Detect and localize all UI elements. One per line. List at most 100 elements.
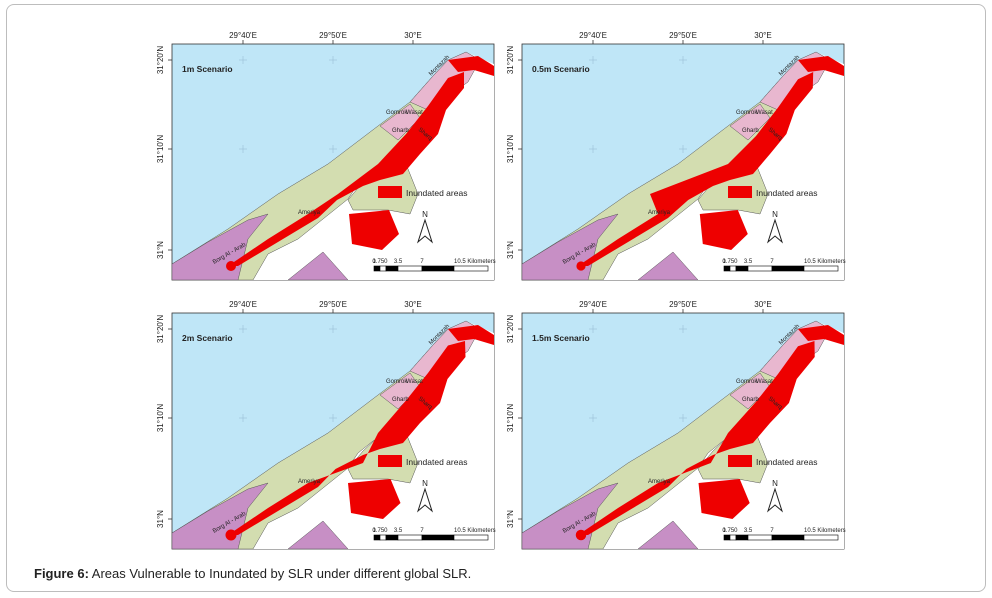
- scale-label: 0: [722, 259, 726, 265]
- district-borg: [172, 482, 269, 549]
- scale-label: 10.5 Kilometers: [804, 528, 846, 534]
- scale-label: 0: [722, 528, 726, 534]
- lat-label: 31°20'N: [506, 315, 515, 344]
- lat-label: 31°20'N: [156, 46, 165, 75]
- lat-label: 31°10'N: [506, 404, 515, 433]
- place-label: Gomrok: [386, 110, 408, 116]
- scale-bar: [373, 265, 489, 272]
- district-south: [637, 520, 699, 549]
- scale-label: 1.750: [372, 259, 388, 265]
- graticule: [239, 56, 337, 153]
- place-label: Gharb: [392, 397, 409, 403]
- north-arrow-icon: [416, 218, 434, 244]
- lat-label: 31°N: [506, 241, 515, 259]
- map-panel: 29°40'E 29°50'E 30°E 31°20'N 31°10'N 31°N 2m S…: [148, 283, 498, 552]
- legend-swatch: [728, 455, 752, 467]
- place-label: Gomrok: [736, 379, 758, 385]
- north-label: N: [422, 479, 428, 488]
- caption-text: Areas Vulnerable to Inundated by SLR und…: [88, 566, 472, 581]
- north-label: N: [422, 210, 428, 219]
- lat-label: 31°10'N: [156, 404, 165, 433]
- inundated-east: [798, 56, 844, 76]
- north-label: N: [772, 479, 778, 488]
- inundated-layer: [226, 56, 494, 271]
- district-south: [637, 251, 699, 280]
- place-label: Gharb: [742, 128, 759, 134]
- inundated-south: [348, 479, 401, 519]
- scale-label: 3.5: [394, 259, 403, 265]
- district-borg: [522, 213, 619, 280]
- place-label: Gomrok: [736, 110, 758, 116]
- legend-swatch: [378, 186, 402, 198]
- scenario-title: 2m Scenario: [182, 333, 233, 343]
- district-south: [287, 520, 349, 549]
- inundated-east: [448, 56, 494, 76]
- graticule: [239, 325, 337, 422]
- district-borg: [172, 213, 269, 280]
- legend-swatch: [378, 455, 402, 467]
- place-label: Ameriya: [298, 479, 321, 485]
- lat-label: 31°10'N: [506, 135, 515, 164]
- lon-label: 29°50'E: [319, 31, 347, 40]
- inundated-south: [699, 210, 748, 250]
- inundated-borg: [226, 261, 236, 271]
- map-panel: 29°40'E 29°50'E 30°E 31°20'N 31°10'N 31°N 1.5m…: [498, 283, 848, 552]
- north-arrow-icon: [416, 487, 434, 513]
- scale-label: 7: [420, 528, 424, 534]
- scale-bar: [723, 265, 839, 272]
- north-label: N: [772, 210, 778, 219]
- inundated-south: [349, 210, 399, 250]
- inundated-coastal: [228, 72, 464, 266]
- district-south: [287, 251, 349, 280]
- place-label: Ameriya: [648, 210, 671, 216]
- scenario-title: 1.5m Scenario: [532, 333, 590, 343]
- lon-label: 29°50'E: [319, 300, 347, 309]
- inundated-coastal: [578, 72, 814, 266]
- place-label: Gomrok: [386, 379, 408, 385]
- inundated-east: [448, 325, 494, 345]
- scenario-title: 1m Scenario: [182, 64, 233, 74]
- caption-label: Figure 6:: [34, 566, 89, 581]
- legend-swatch: [728, 186, 752, 198]
- scale-label: 3.5: [394, 528, 403, 534]
- lon-label: 29°40'E: [229, 31, 257, 40]
- north-arrow-icon: [766, 218, 784, 244]
- lat-label: 31°N: [156, 241, 165, 259]
- inundated-coastal: [578, 341, 815, 535]
- legend-label: Inundated areas: [756, 188, 817, 198]
- scale-label: 1.750: [722, 528, 738, 534]
- place-label: Wasat: [406, 110, 423, 116]
- inundated-borg: [575, 529, 587, 541]
- inundated-coastal: [228, 341, 466, 535]
- inundated-east: [798, 325, 844, 345]
- scale-label: 3.5: [744, 528, 753, 534]
- scale-bar: [373, 534, 489, 541]
- scale-label: 7: [420, 259, 424, 265]
- map-panel: 29°40'E 29°50'E 30°E 31°20'N 31°10'N 31°N 1m S…: [148, 14, 498, 283]
- lat-label: 31°20'N: [156, 315, 165, 344]
- lon-label: 29°50'E: [669, 31, 697, 40]
- lon-label: 30°E: [404, 31, 421, 40]
- map-panel: 29°40'E 29°50'E 30°E 31°20'N 31°10'N 31°N 0.5m…: [498, 14, 848, 283]
- lat-label: 31°N: [506, 510, 515, 528]
- inundated-layer: [576, 56, 844, 271]
- lat-label: 31°N: [156, 510, 165, 528]
- scale-label: 3.5: [744, 259, 753, 265]
- district-borg: [522, 482, 619, 549]
- lat-label: 31°10'N: [156, 135, 165, 164]
- north-arrow-icon: [766, 487, 784, 513]
- scale-label: 0: [372, 259, 376, 265]
- place-label: Ameriya: [298, 210, 321, 216]
- scale-bar: [723, 534, 839, 541]
- scale-label: 7: [770, 259, 774, 265]
- scale-label: 1.750: [372, 528, 388, 534]
- lon-label: 29°40'E: [229, 300, 257, 309]
- scale-label: 10.5 Kilometers: [454, 528, 496, 534]
- lon-label: 29°40'E: [579, 300, 607, 309]
- legend-label: Inundated areas: [406, 457, 467, 467]
- scenario-title: 0.5m Scenario: [532, 64, 590, 74]
- lat-label: 31°20'N: [506, 46, 515, 75]
- lon-label: 29°40'E: [579, 31, 607, 40]
- map-figure: 29°40'E 29°50'E 30°E 31°20'N 31°10'N 31°N 1m S…: [148, 14, 848, 552]
- graticule: [589, 325, 687, 422]
